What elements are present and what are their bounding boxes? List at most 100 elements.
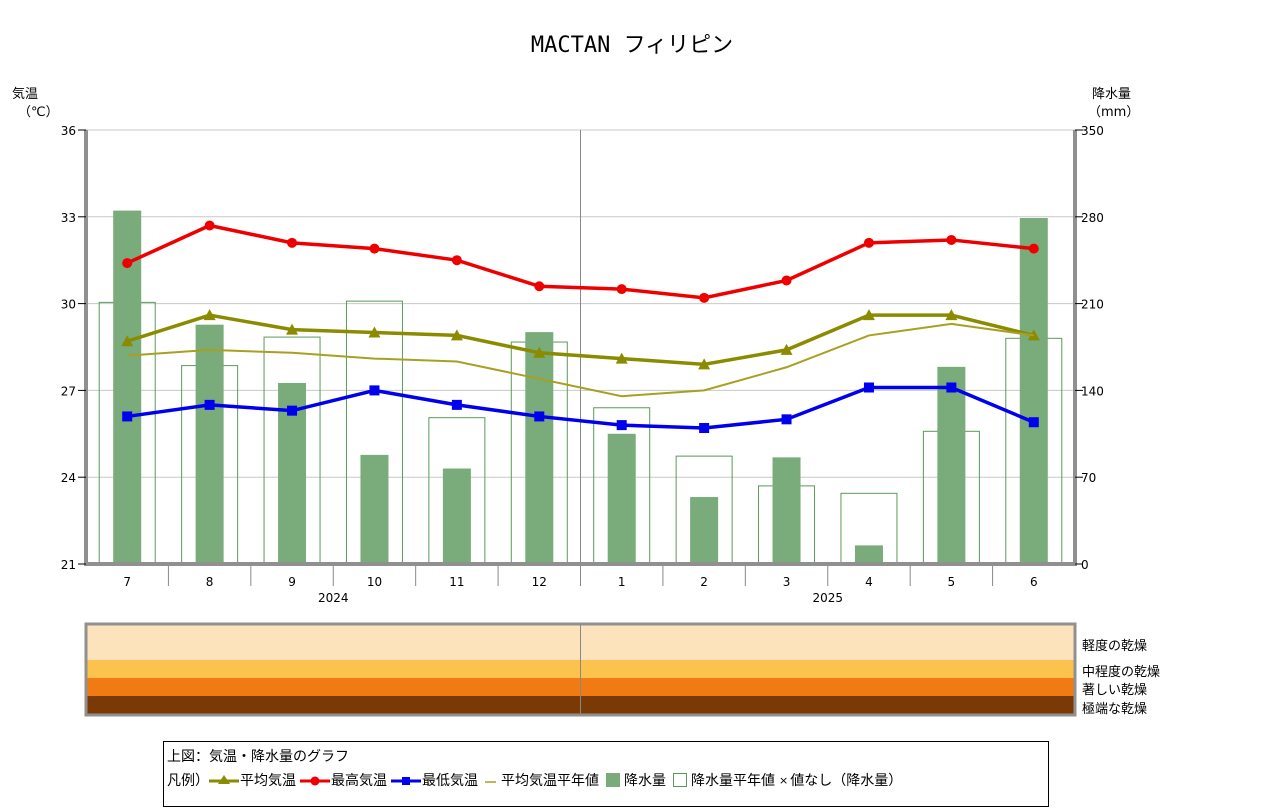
data-point (1028, 243, 1039, 254)
year-label: 2025 (812, 591, 843, 605)
data-point (450, 329, 463, 341)
precip-bar (772, 457, 801, 564)
left-tick-label: 27 (61, 384, 76, 398)
precip-bar (442, 468, 471, 564)
x-tick-label: 6 (1030, 575, 1038, 589)
data-point (122, 258, 133, 269)
data-point (781, 275, 792, 286)
data-point (698, 358, 711, 370)
precip-bar (113, 210, 142, 564)
data-point (946, 234, 957, 245)
precip-bar (525, 332, 554, 564)
x-tick-label: 7 (123, 575, 131, 589)
right-tick-label: 70 (1081, 471, 1096, 485)
legend-items: 凡例） 平均気温 最高気温 最低気温 平均気温平年値 降水量 降水量平年値 × … (167, 770, 902, 790)
precip-bar (1019, 218, 1048, 565)
right-tick-label: 350 (1081, 124, 1104, 138)
data-point (122, 411, 133, 422)
right-axis-label-line1: 降水量 (1092, 87, 1131, 102)
data-point (534, 281, 545, 292)
x-tick-label: 4 (865, 575, 873, 589)
data-point (204, 399, 215, 410)
data-point (616, 284, 627, 295)
climate-chart: MACTAN フィリピン 気温 （℃） 降水量 （mm） 21242730333… (12, 33, 1160, 717)
data-point (287, 405, 298, 416)
left-tick-label: 30 (61, 298, 76, 312)
precip-bar (690, 497, 719, 564)
legend-avg-temp-normal: 平均気温平年値 (482, 770, 599, 790)
x-tick-label: 11 (449, 575, 464, 589)
thin-line-icon (485, 781, 496, 783)
legend-max-temp: 最高気温 (300, 770, 387, 790)
right-tick-label: 0 (1081, 558, 1089, 572)
avg-temp-normal-line (127, 322, 1034, 398)
data-point (203, 309, 216, 321)
x-tick-label: 1 (618, 575, 626, 589)
data-point (533, 346, 546, 358)
right-tick-label: 140 (1081, 384, 1104, 398)
year-label: 2024 (318, 591, 349, 605)
data-point (781, 414, 792, 425)
precip-bar (937, 366, 966, 564)
temperature-lines (121, 220, 1040, 434)
legend-title: 上図：気温・降水量のグラフ (167, 749, 349, 765)
drought-band-label: 中程度の乾燥 (1082, 664, 1160, 680)
legend-avg-temp: 平均気温 (209, 770, 296, 790)
precip-bar (854, 545, 883, 564)
no-value-mark: × (779, 773, 789, 787)
data-point (204, 220, 215, 231)
drought-band-label: 極端な乾燥 (1082, 701, 1147, 717)
square-marker-icon (391, 777, 421, 785)
left-tick-label: 33 (61, 211, 76, 225)
data-point (368, 326, 381, 338)
precip-bar (195, 324, 224, 564)
legend-prefix: 凡例） (167, 773, 209, 789)
x-tick-label: 10 (367, 575, 382, 589)
data-point (863, 382, 874, 393)
circle-marker-icon (300, 776, 330, 786)
data-point (946, 382, 957, 393)
left-tick-label: 24 (61, 471, 76, 485)
legend-precip-normal: 降水量平年値 (670, 770, 775, 790)
legend-precip-normal-label: 降水量平年値 (691, 773, 775, 789)
data-point (863, 237, 874, 248)
drought-band-label: 著しい乾燥 (1082, 683, 1147, 698)
hollow-box-icon (673, 773, 687, 787)
data-point (369, 385, 380, 396)
data-point (862, 309, 875, 321)
data-point (121, 335, 134, 347)
x-tick-label: 12 (532, 575, 547, 589)
data-point (945, 309, 958, 321)
legend-max-temp-label: 最高気温 (331, 773, 387, 789)
legend-no-value-label: 値なし（降水量） (790, 773, 903, 789)
legend-precip: 降水量 (603, 770, 666, 790)
x-tick-label: 2 (700, 575, 708, 589)
data-point (1028, 417, 1039, 428)
triangle-marker-icon (209, 775, 239, 784)
data-point (616, 420, 627, 431)
x-tick-label: 9 (288, 575, 296, 589)
data-point (451, 399, 462, 410)
right-tick-label: 210 (1081, 298, 1104, 312)
temperature-line (126, 313, 1035, 367)
legend-min-temp-label: 最低気温 (422, 773, 478, 789)
data-point (369, 243, 380, 254)
data-point (286, 323, 299, 335)
left-axis-label-line2: （℃） (18, 105, 59, 120)
data-point (287, 237, 298, 248)
precip-bar (607, 433, 636, 564)
right-axis-label-line2: （mm） (1088, 105, 1139, 120)
legend: 上図：気温・降水量のグラフ 凡例） 平均気温 最高気温 最低気温 平均気温平年値… (163, 741, 1049, 807)
axes (84, 130, 1077, 586)
right-tick-label: 280 (1081, 211, 1104, 225)
temperature-line (126, 385, 1035, 430)
filled-box-icon (606, 773, 620, 787)
x-tick-label: 3 (783, 575, 791, 589)
data-point (699, 292, 710, 303)
temperature-line (126, 223, 1034, 300)
x-tick-label: 5 (948, 575, 956, 589)
left-axis-label-line1: 気温 (12, 86, 38, 102)
data-point (615, 352, 628, 364)
chart-title: MACTAN フィリピン (531, 33, 733, 58)
